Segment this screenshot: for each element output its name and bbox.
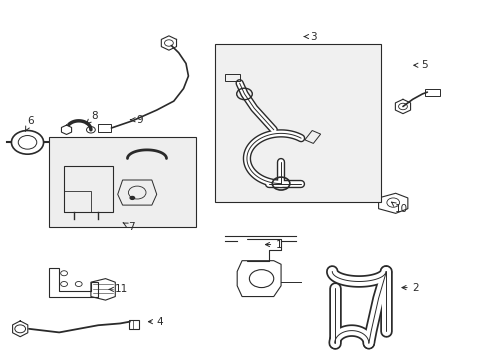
- Bar: [215, 44, 380, 202]
- Text: 6: 6: [25, 116, 34, 131]
- Circle shape: [129, 196, 135, 200]
- Text: 2: 2: [401, 283, 419, 293]
- Text: 3: 3: [304, 32, 316, 41]
- Text: 7: 7: [123, 222, 135, 232]
- Bar: [64, 191, 91, 212]
- Text: 5: 5: [413, 60, 427, 70]
- Text: 11: 11: [109, 284, 128, 294]
- Bar: [49, 137, 195, 226]
- Text: 9: 9: [130, 115, 142, 125]
- Text: 10: 10: [391, 202, 407, 215]
- Text: 4: 4: [148, 317, 163, 327]
- Bar: [64, 166, 113, 212]
- Text: 1: 1: [265, 239, 282, 249]
- Text: 8: 8: [86, 111, 97, 124]
